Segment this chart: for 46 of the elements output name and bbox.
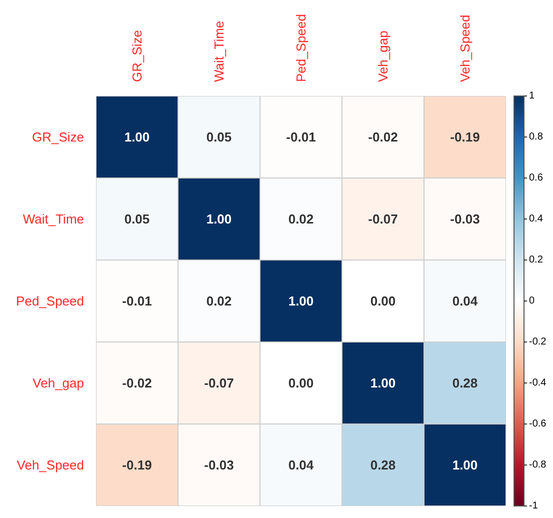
data-label: 1.00 <box>452 458 478 472</box>
x-tick-label: GR_Size <box>130 30 144 82</box>
color-bar-label: 0 <box>529 296 535 306</box>
data-label: -0.19 <box>122 458 152 472</box>
color-bar-label: 0.6 <box>529 172 544 184</box>
data-label: -0.19 <box>450 130 480 144</box>
x-tick-label: Veh_gap <box>376 30 390 82</box>
data-label: 0.28 <box>452 376 478 390</box>
color-bar-label: -0.4 <box>529 378 547 388</box>
data-label: -0.02 <box>122 376 152 390</box>
data-label: 1.00 <box>124 130 150 144</box>
data-label: 0.04 <box>452 294 478 308</box>
data-label: -0.07 <box>368 212 398 226</box>
data-label: 0.00 <box>370 294 396 308</box>
y-tick-label: GR_Size <box>32 130 84 144</box>
color-bar-label: 0.4 <box>529 214 544 224</box>
data-label: 0.28 <box>370 458 396 472</box>
x-tick-label: Wait_Time <box>212 20 226 82</box>
x-tick-label: Ped_Speed <box>294 14 308 82</box>
y-tick-label: Veh_Speed <box>16 458 84 472</box>
data-label: -0.01 <box>286 130 316 144</box>
color-bar-label: 0.2 <box>529 254 544 266</box>
color-bar-label: -1 <box>529 500 538 512</box>
color-bar-label: 0.8 <box>529 132 544 142</box>
x-tick-label: Veh_Speed <box>458 14 472 82</box>
data-label: 0.02 <box>288 212 314 226</box>
data-label: -0.02 <box>368 130 398 144</box>
data-label: -0.03 <box>450 212 480 226</box>
data-label: 0.05 <box>124 212 150 226</box>
color-bar-label: -0.8 <box>529 460 547 470</box>
data-label: 1.00 <box>370 376 396 390</box>
data-label: 0.00 <box>288 376 314 390</box>
data-label: 1.00 <box>288 294 314 308</box>
data-label: -0.01 <box>122 294 152 308</box>
color-bar-label: 1 <box>529 90 535 102</box>
y-tick-label: Ped_Speed <box>16 294 84 308</box>
data-label: 0.05 <box>206 130 232 144</box>
data-label: 0.02 <box>206 294 232 308</box>
data-label: 0.04 <box>288 458 314 472</box>
color-bar-label: -0.6 <box>529 418 547 430</box>
data-label: -0.03 <box>204 458 234 472</box>
y-tick-label: Wait_Time <box>22 212 84 226</box>
color-bar-label: -0.2 <box>529 336 547 348</box>
data-label: -0.07 <box>204 376 234 390</box>
y-tick-label: Veh_gap <box>32 376 84 390</box>
data-label: 1.00 <box>206 212 232 226</box>
